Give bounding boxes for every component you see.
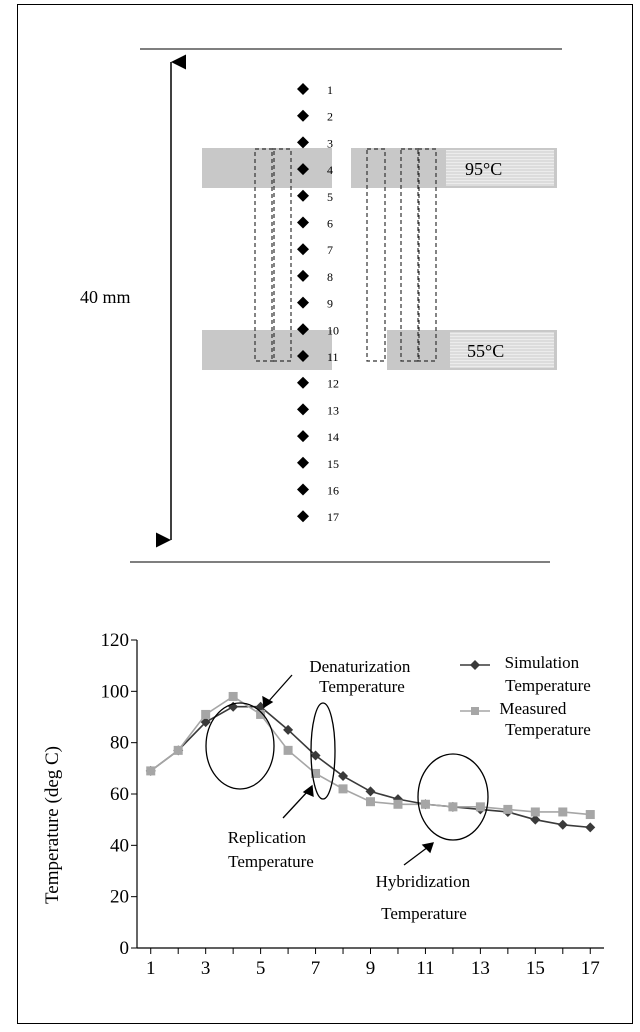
- measurement-point-label: 6: [327, 217, 333, 231]
- measurement-point-label: 16: [327, 484, 339, 498]
- measurement-point-label: 2: [327, 110, 333, 124]
- cold-zone-label: 55°C: [467, 341, 504, 361]
- measurement-point-label: 13: [327, 403, 339, 417]
- measurement-point-label: 10: [327, 323, 339, 337]
- cold-zone-left: [202, 330, 332, 370]
- measurement-point-16: [297, 483, 309, 496]
- measurement-point-label: 1: [327, 83, 333, 97]
- hot-zone-label-box: [446, 150, 554, 186]
- measurement-point-17: [297, 510, 309, 523]
- measurement-point-label: 12: [327, 377, 339, 391]
- measurement-point-label: 15: [327, 457, 339, 471]
- measurement-point-12: [297, 376, 309, 389]
- thermal-zone-diagram: 40 mm 95°C 55°C 123456789101112131415161…: [80, 48, 562, 563]
- dimension-label: 40 mm: [80, 287, 131, 307]
- measurement-point-label: 7: [327, 243, 333, 257]
- measurement-point-3: [297, 136, 309, 149]
- hot-zone-label: 95°C: [465, 159, 502, 179]
- cold-zone-label-box: [450, 332, 554, 368]
- measurement-point-10: [297, 323, 309, 336]
- measurement-point-2: [297, 109, 309, 122]
- measurement-point-label: 8: [327, 270, 333, 284]
- measurement-point-label: 11: [327, 350, 339, 364]
- measurement-point-4: [297, 163, 309, 176]
- measurement-point-8: [297, 269, 309, 282]
- measurement-point-14: [297, 430, 309, 443]
- measurement-point-label: 4: [327, 163, 333, 177]
- measurement-point-label: 17: [327, 510, 339, 524]
- measurement-point-6: [297, 216, 309, 229]
- measurement-point-5: [297, 189, 309, 202]
- measurement-point-11: [297, 350, 309, 362]
- measurement-point-label: 9: [327, 297, 333, 311]
- measurement-point-label: 3: [327, 136, 333, 150]
- hot-zone-left: [202, 148, 332, 188]
- measurement-point-7: [297, 243, 309, 256]
- measurement-point-1: [297, 83, 309, 95]
- measurement-point-9: [297, 296, 309, 309]
- measurement-point-15: [297, 456, 309, 469]
- figure-frame: [17, 4, 633, 1024]
- heater-outlines: [254, 148, 437, 362]
- measurement-point-label: 5: [327, 190, 333, 204]
- measurement-point-13: [297, 403, 309, 416]
- measurement-point-label: 14: [327, 430, 339, 444]
